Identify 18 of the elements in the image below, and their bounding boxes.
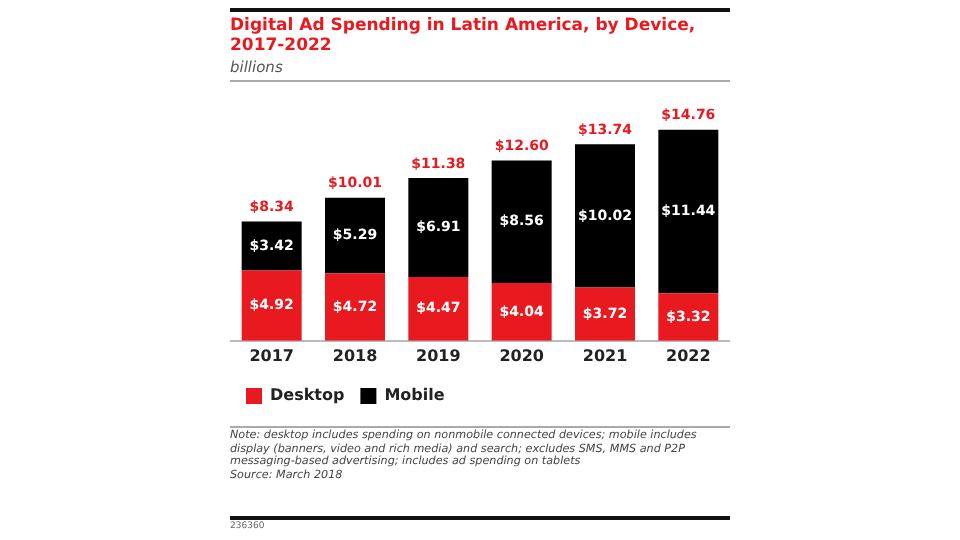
x-tick-label: 2019: [416, 346, 462, 365]
legend-label: Desktop: [270, 386, 345, 405]
x-tick-label: 2018: [332, 346, 379, 365]
legend-label: Mobile: [384, 386, 446, 405]
chart-title: Digital Ad Spending in Latin America, by Device, 2017-2022: [230, 16, 698, 56]
bar: [408, 276, 469, 341]
bar: [491, 160, 552, 284]
bar: [491, 283, 552, 341]
x-tick-label: 2022: [666, 346, 711, 365]
x-tick-label: 2017: [249, 346, 294, 365]
bar: [241, 270, 302, 341]
x-tick-label: 2020: [499, 346, 545, 365]
bar: [575, 144, 635, 288]
x-tick-label: 2021: [582, 346, 629, 365]
bar: [325, 197, 385, 274]
bar: [658, 129, 719, 294]
bar: [408, 178, 469, 277]
bar: [325, 273, 385, 341]
